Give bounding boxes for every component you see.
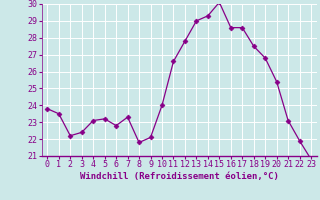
X-axis label: Windchill (Refroidissement éolien,°C): Windchill (Refroidissement éolien,°C) [80, 172, 279, 181]
